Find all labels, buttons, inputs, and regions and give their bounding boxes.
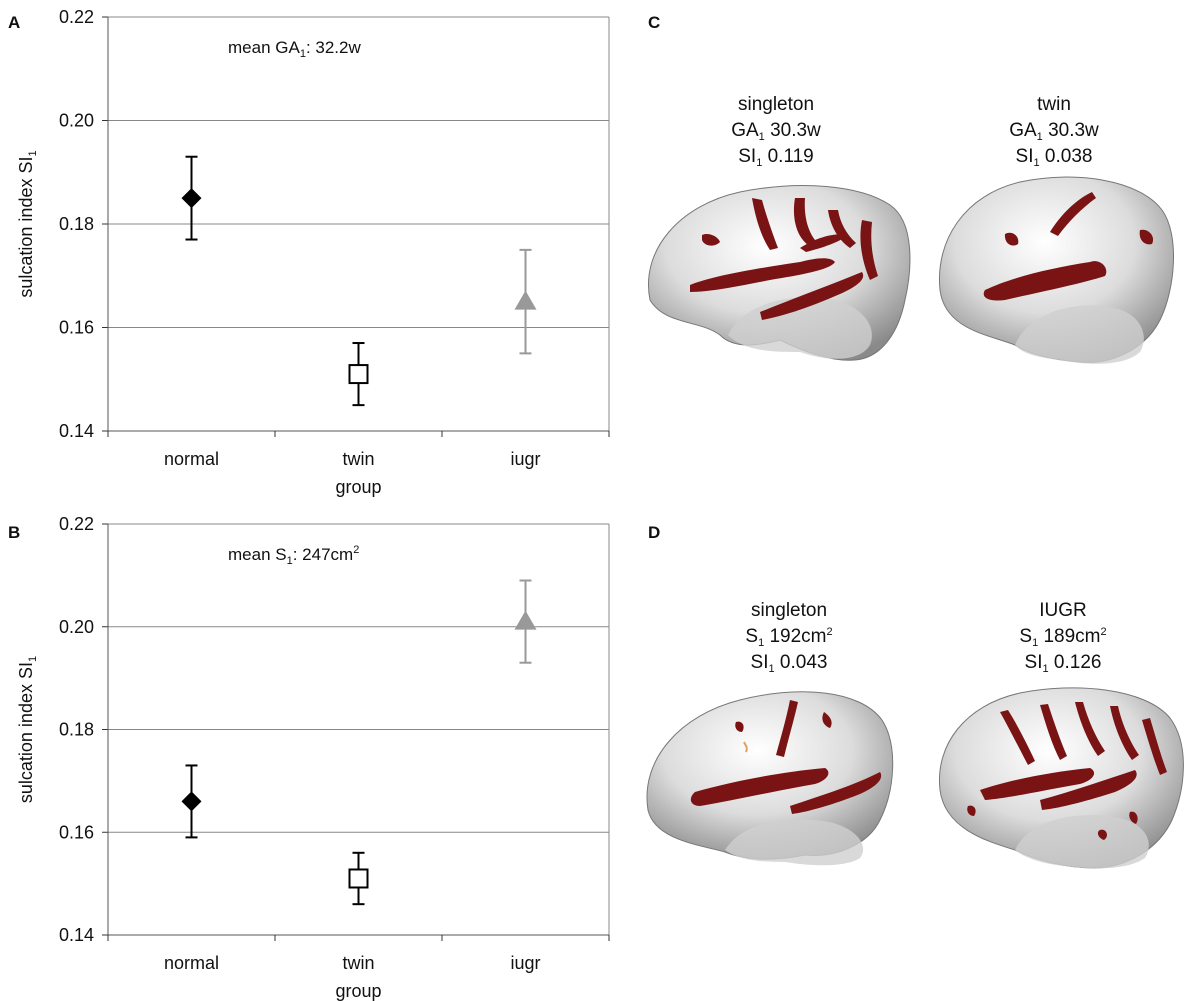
x-tick-label-iugr: iugr — [510, 449, 540, 469]
brain-label-line2: GA1 30.3w — [731, 120, 821, 143]
y-tick-label: 0.16 — [59, 318, 94, 338]
x-tick-label-twin: twin — [342, 449, 374, 469]
brain-image-iugr-d — [938, 687, 1184, 869]
data-point-twin — [348, 868, 369, 889]
brain-panel-c: singleton GA1 30.3w SI1 0.119 twin GA1 3… — [648, 94, 1175, 364]
y-tick-label: 0.16 — [59, 822, 94, 842]
data-point-twin — [348, 364, 369, 385]
data-point-normal — [181, 188, 202, 209]
brain-label-line3: SI1 0.043 — [751, 652, 828, 675]
mean-annotation: mean GA1: 32.2w — [228, 38, 361, 60]
y-tick-label: 0.20 — [59, 617, 94, 637]
brain-label-line1: IUGR — [1039, 600, 1087, 621]
brain-label-line1: twin — [1037, 94, 1071, 115]
y-axis-title: sulcation index SI1 — [16, 150, 39, 297]
brain-panel-d: singleton S1 192cm2 SI1 0.043 IUGR S1 18… — [646, 600, 1184, 869]
x-tick-label-iugr: iugr — [510, 953, 540, 973]
brain-image-twin-c — [938, 176, 1175, 364]
mean-annotation: mean S1: 247cm2 — [228, 544, 359, 567]
chart-a: 0.14 0.16 0.18 0.20 0.22 normal twin iugr group s… — [16, 7, 610, 497]
panel-letter-b: B — [8, 523, 20, 542]
x-tick-label-normal: normal — [164, 953, 219, 973]
brain-label-iugr-d: IUGR S1 189cm2 SI1 0.126 — [1019, 600, 1106, 675]
brain-image-singleton-d — [646, 691, 894, 866]
panel-letter-d: D — [648, 523, 660, 542]
data-point-normal — [181, 791, 202, 812]
brain-label-singleton-c: singleton GA1 30.3w SI1 0.119 — [731, 94, 821, 169]
y-axis-title: sulcation index SI1 — [16, 656, 39, 803]
x-tick-label-normal: normal — [164, 449, 219, 469]
brain-label-line1: singleton — [738, 94, 814, 115]
y-tick-label: 0.18 — [59, 214, 94, 234]
y-tick-label: 0.20 — [59, 111, 94, 131]
brain-label-line2: S1 192cm2 — [745, 626, 832, 649]
panel-letter-a: A — [8, 13, 20, 32]
y-tick-label: 0.14 — [59, 925, 94, 945]
y-tick-label: 0.22 — [59, 514, 94, 534]
chart-b: 0.14 0.16 0.18 0.20 0.22 normal twin iugr group s… — [16, 514, 610, 1001]
data-point-iugr — [514, 610, 537, 630]
brain-label-line2: GA1 30.3w — [1009, 120, 1099, 143]
brain-label-line2: S1 189cm2 — [1019, 626, 1106, 649]
y-tick-label: 0.18 — [59, 720, 94, 740]
x-tick-label-twin: twin — [342, 953, 374, 973]
brain-label-line1: singleton — [751, 600, 827, 621]
data-point-iugr — [514, 290, 537, 310]
x-axis-title: group — [335, 981, 381, 1001]
brain-label-singleton-d: singleton S1 192cm2 SI1 0.043 — [745, 600, 832, 675]
brain-label-twin-c: twin GA1 30.3w SI1 0.038 — [1009, 94, 1099, 169]
y-tick-label: 0.22 — [59, 7, 94, 27]
brain-label-line3: SI1 0.038 — [1016, 146, 1093, 169]
brain-label-line3: SI1 0.119 — [738, 146, 814, 169]
x-axis-title: group — [335, 477, 381, 497]
brain-image-singleton-c — [648, 185, 911, 361]
brain-label-line3: SI1 0.126 — [1025, 652, 1102, 675]
y-tick-label: 0.14 — [59, 421, 94, 441]
panel-letter-c: C — [648, 13, 660, 32]
